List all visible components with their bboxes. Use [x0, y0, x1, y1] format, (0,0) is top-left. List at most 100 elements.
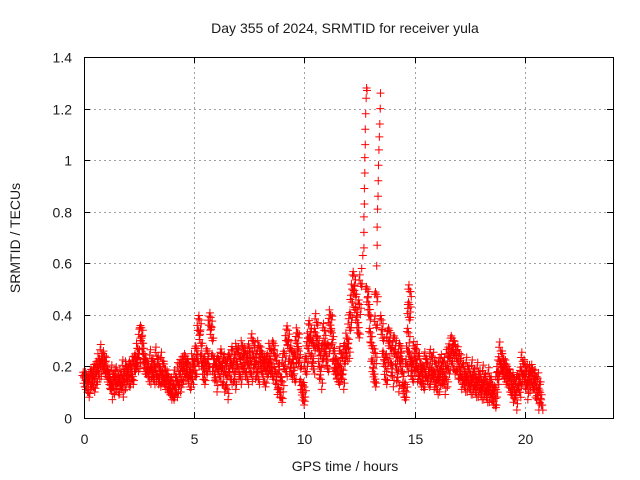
data-point [369, 345, 381, 368]
data-point [359, 228, 368, 237]
plot-frame [84, 57, 614, 419]
plus-marker [230, 375, 239, 384]
plus-marker [187, 349, 196, 358]
plus-marker [135, 364, 144, 373]
plus-marker [192, 350, 201, 359]
plus-marker [335, 380, 344, 389]
plus-marker [375, 120, 384, 129]
plus-marker [237, 341, 246, 350]
data-point [361, 282, 373, 301]
plus-marker [294, 342, 303, 351]
plus-marker [206, 313, 215, 322]
plus-marker [365, 327, 374, 336]
plus-marker [374, 176, 383, 185]
plus-marker [239, 363, 248, 372]
plus-marker [372, 353, 381, 362]
plus-marker [90, 388, 99, 397]
plus-marker [394, 387, 403, 396]
data-point [370, 287, 382, 306]
plus-marker [365, 300, 374, 309]
plus-marker [351, 303, 360, 312]
data-point [490, 383, 502, 402]
data-point [389, 331, 401, 350]
plus-marker [376, 89, 385, 98]
plus-marker [318, 357, 327, 366]
plus-marker [253, 336, 262, 345]
data-point [327, 335, 339, 355]
data-point [229, 375, 241, 394]
data-point [272, 350, 284, 371]
plus-marker [186, 385, 195, 394]
plus-marker [139, 339, 148, 348]
data-point [391, 360, 403, 379]
plus-marker [394, 377, 403, 386]
plus-marker [517, 382, 526, 391]
plus-marker [445, 353, 454, 362]
plus-marker [360, 184, 369, 193]
plus-marker [223, 385, 232, 394]
plus-marker [322, 356, 331, 365]
plus-marker [293, 328, 302, 337]
x-axis-label: GPS time / hours [292, 458, 399, 474]
plus-marker [100, 352, 109, 361]
plus-marker [373, 223, 382, 232]
plus-marker [367, 355, 376, 364]
plus-marker [346, 348, 354, 357]
data-point [280, 360, 292, 381]
plus-marker [516, 393, 525, 402]
plus-marker [237, 336, 246, 345]
plus-marker [344, 344, 353, 353]
plus-marker [371, 349, 380, 358]
plus-marker [280, 360, 289, 369]
data-point [380, 370, 392, 389]
plus-marker [224, 349, 233, 358]
plus-marker [302, 370, 311, 379]
plus-marker [337, 365, 346, 374]
y-tick-label: 1.4 [53, 50, 73, 66]
x-tick-labels: 0 5 10 15 20 [81, 431, 534, 447]
data-point [311, 309, 323, 330]
data-point [325, 305, 337, 324]
data-point [194, 311, 206, 335]
x-tick-label: 15 [408, 431, 424, 447]
plus-marker [365, 324, 374, 333]
plus-marker [516, 388, 525, 397]
plus-marker [366, 338, 375, 347]
plus-marker [103, 365, 112, 374]
plus-marker [178, 380, 187, 389]
plus-marker [512, 405, 521, 414]
plus-marker [405, 315, 414, 324]
plus-marker [331, 354, 340, 363]
data-point [363, 86, 372, 95]
plus-marker [271, 379, 280, 388]
plus-marker [213, 381, 222, 390]
plus-marker [407, 292, 416, 301]
data-point [126, 370, 138, 389]
plus-marker [277, 373, 286, 382]
plus-marker [502, 360, 511, 369]
plus-marker [450, 337, 459, 346]
plus-marker [222, 381, 231, 390]
plus-marker [377, 325, 386, 334]
plus-marker [349, 286, 358, 295]
plus-marker [349, 267, 358, 276]
plus-marker [361, 125, 370, 134]
plus-marker [199, 375, 208, 384]
data-point [221, 381, 233, 404]
plus-marker [538, 406, 547, 415]
plus-marker [108, 395, 117, 404]
plus-marker [494, 380, 503, 389]
plus-marker [265, 358, 274, 367]
plus-marker [393, 373, 402, 382]
plus-marker [346, 326, 355, 335]
plus-marker [318, 379, 327, 388]
plus-marker [348, 270, 357, 279]
plus-marker [491, 403, 500, 412]
data-point [206, 325, 218, 345]
plus-marker [206, 330, 215, 339]
plus-marker [435, 387, 444, 396]
data-point [354, 296, 366, 319]
plus-marker [200, 380, 209, 389]
plus-marker [216, 345, 225, 354]
plus-marker [85, 376, 94, 385]
